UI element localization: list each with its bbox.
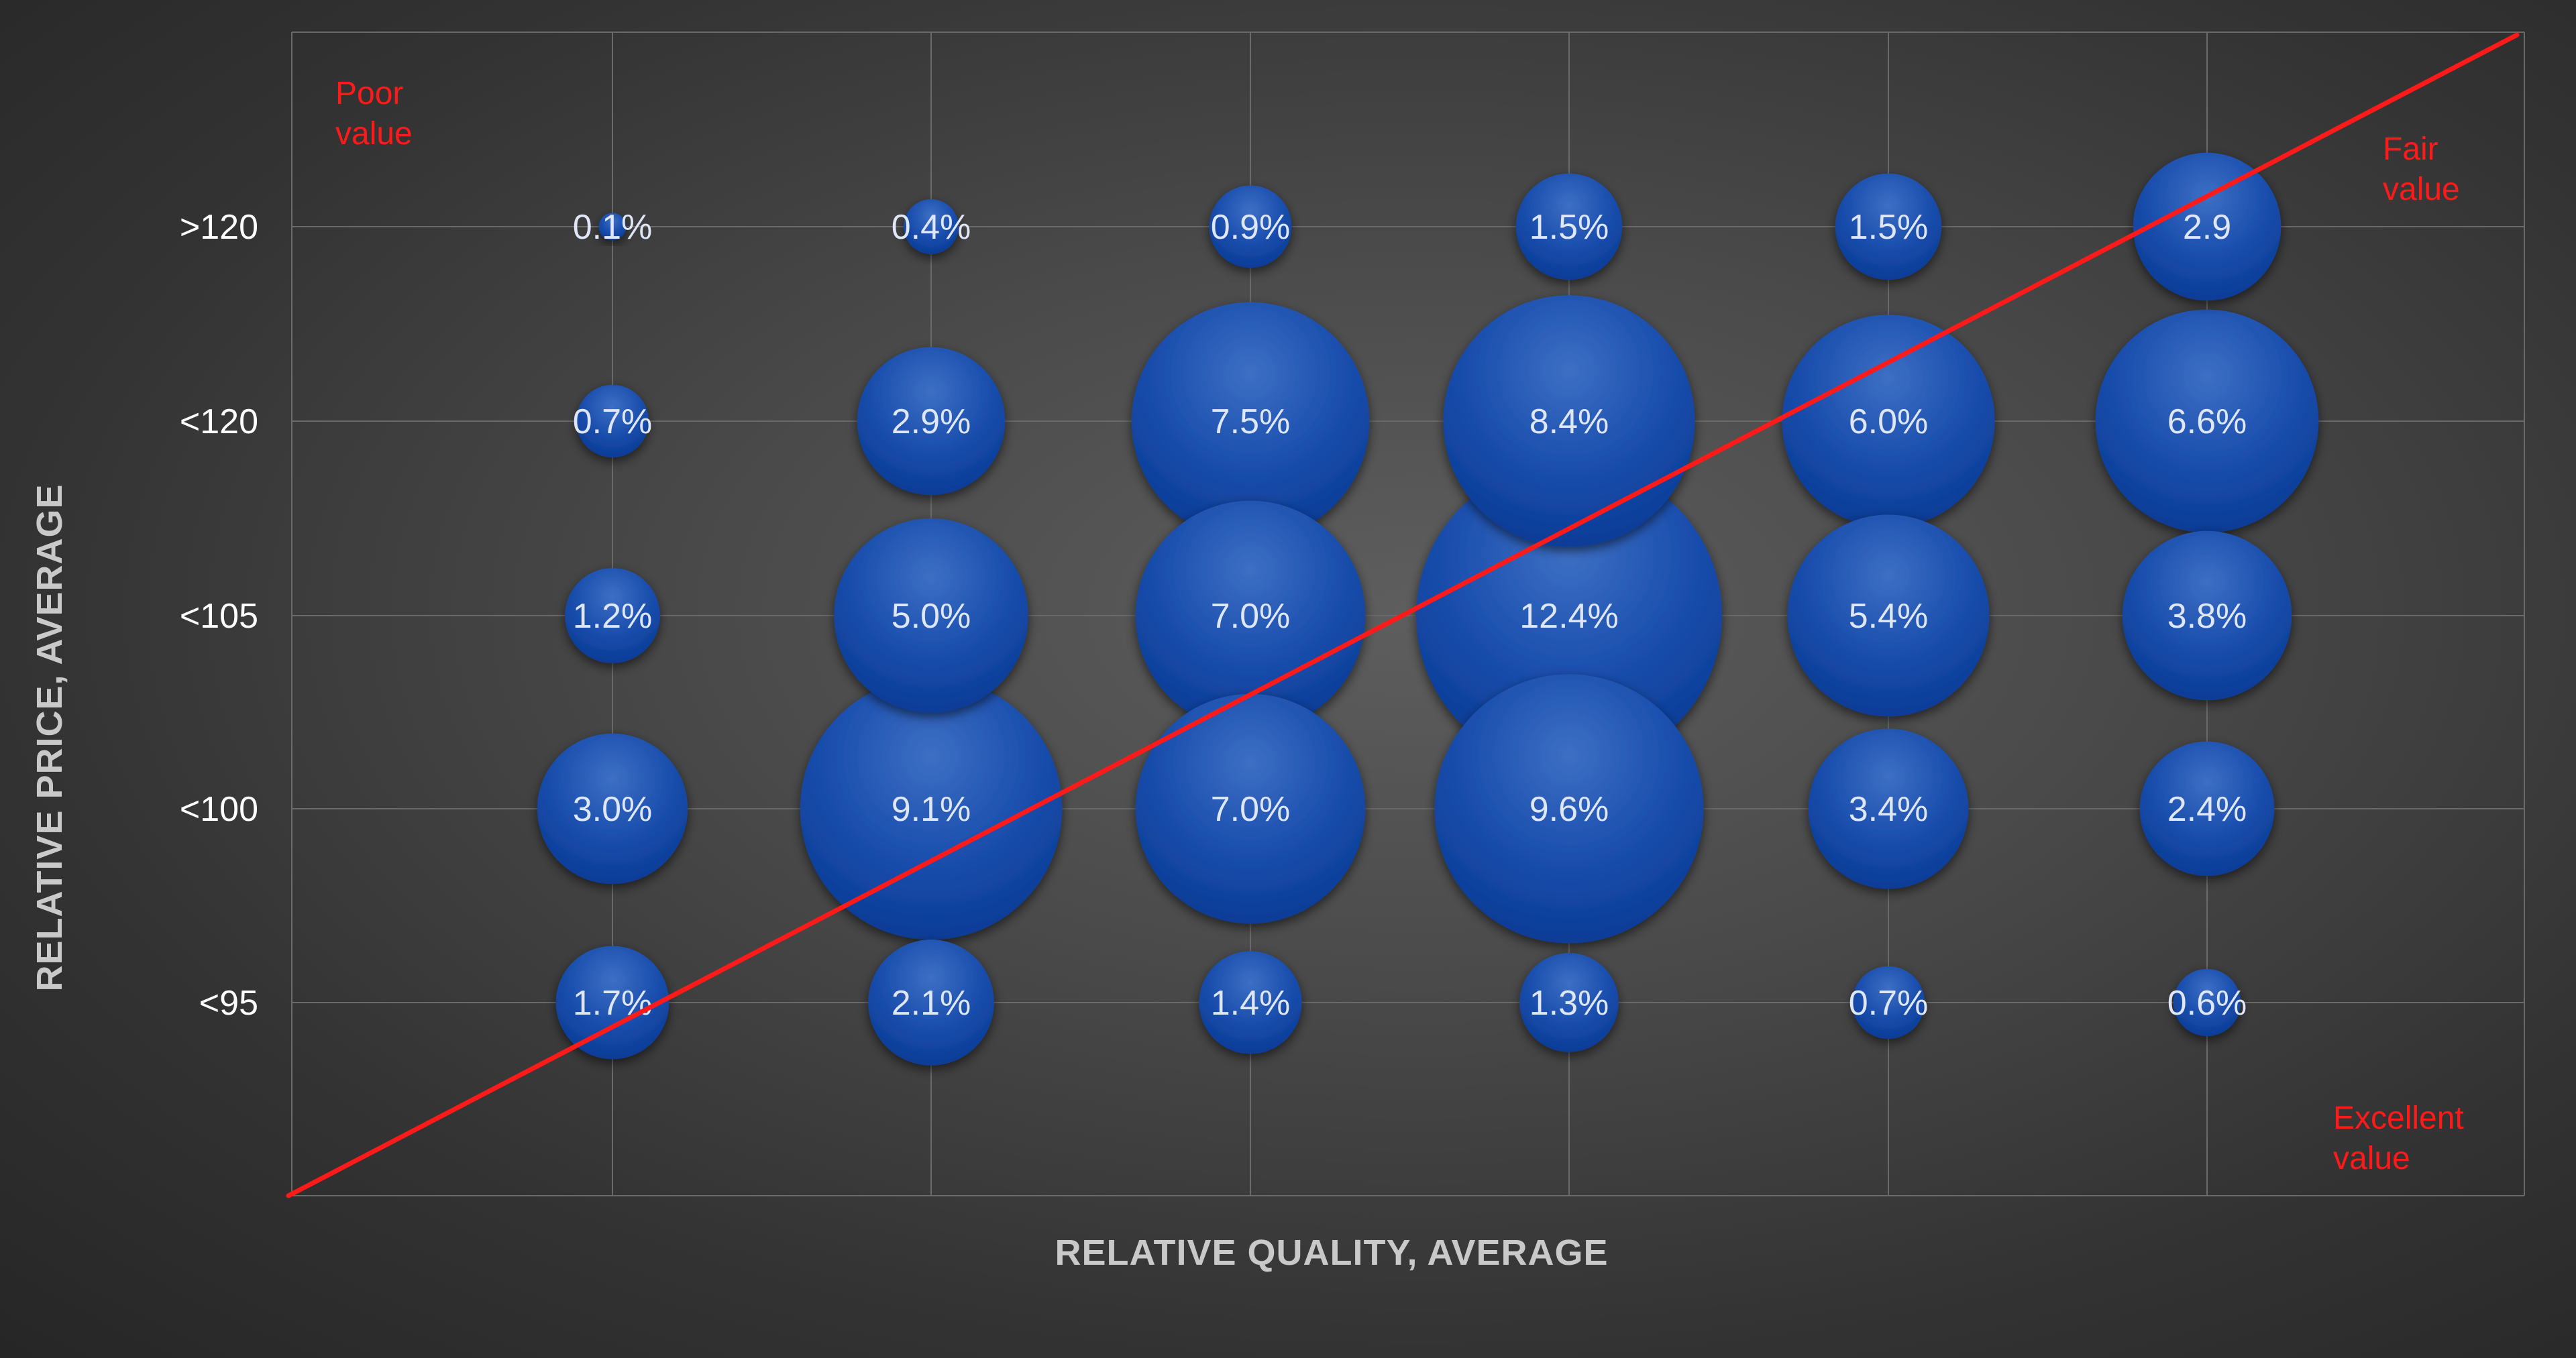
bubble-data-label: 2.4%: [2167, 790, 2247, 829]
y-tick-label: <100: [180, 790, 258, 829]
bubble-data-label: 0.4%: [892, 208, 971, 247]
annotation-text: Poor: [335, 76, 403, 111]
bubble-data-label: 0.7%: [1849, 984, 1929, 1023]
bubble: [834, 518, 1028, 713]
bubble-data-label: 5.0%: [892, 597, 971, 636]
bubble-data-label: 0.1%: [573, 208, 653, 247]
x-axis-title: RELATIVE QUALITY, AVERAGE: [1055, 1233, 1608, 1273]
bubble: [800, 677, 1063, 940]
bubble: [2122, 530, 2292, 701]
bubble: [1434, 674, 1704, 944]
bubble-data-label: 1.5%: [1849, 208, 1929, 247]
fair-value-line: [286, 32, 2520, 1198]
bubble-data-label: 0.6%: [2167, 984, 2247, 1023]
bubble: [565, 568, 660, 663]
bubble: [868, 940, 994, 1066]
bubble-data-label: 9.1%: [892, 790, 971, 829]
bubble-data-label: 3.4%: [1849, 790, 1929, 829]
bubble: [1515, 173, 1623, 280]
bubble: [1131, 302, 1370, 541]
bubble: [537, 733, 688, 885]
y-tick-label: <95: [199, 984, 258, 1023]
bubble-data-label: 7.5%: [1211, 402, 1291, 441]
bubble: [576, 384, 649, 458]
y-tick-labels: <95 <100 <105 <120 >120: [180, 208, 258, 1023]
y-tick-label: <120: [180, 402, 258, 441]
bubble: [598, 213, 627, 241]
bubble: [904, 199, 959, 254]
fair-value-line-group: [286, 32, 2520, 1198]
y-tick-label: >120: [180, 208, 258, 247]
bubble-data-label: 6.6%: [2167, 402, 2247, 441]
bubble: [1808, 728, 1969, 889]
bubble: [1851, 966, 1925, 1039]
bubbles: 0.1% 0.4% 0.9% 1.5% 1.5% 2.9 0.7% 2.9% 7.5% 8.4% 6…: [537, 152, 2319, 1066]
bubble-data-label: 3.0%: [573, 790, 653, 829]
bubble: [1135, 500, 1366, 731]
bubble-data-label: 8.4%: [1529, 402, 1609, 441]
bubble-data-label: 3.8%: [2167, 597, 2247, 636]
annotation-text: Fair: [2383, 131, 2438, 167]
bubble-data-label: 1.4%: [1211, 984, 1291, 1023]
bubble: [1519, 953, 1619, 1052]
bubble-data-label: 9.6%: [1529, 790, 1609, 829]
bubble: [1835, 173, 1942, 280]
bubble: [2133, 152, 2282, 301]
annotation-text: value: [2383, 172, 2460, 207]
bubble: [1782, 315, 1995, 528]
bubble: [2095, 309, 2319, 533]
bubble: [1209, 185, 1292, 268]
bubble-data-label: 0.9%: [1211, 208, 1291, 247]
bubble-data-label: 6.0%: [1849, 402, 1929, 441]
bubble: [2173, 968, 2241, 1037]
bubble-data-label: 7.0%: [1211, 597, 1291, 636]
bubble: [1199, 951, 1302, 1054]
bubble-data-label: 1.2%: [573, 597, 653, 636]
bubble-data-label: 1.3%: [1529, 984, 1609, 1023]
bubble: [857, 347, 1006, 496]
annotation-text: Excellent: [2333, 1100, 2464, 1136]
bubble-data-label: 2.9: [2183, 208, 2231, 247]
bubble-data-label: 12.4%: [1519, 597, 1618, 636]
bubble-data-label: 1.7%: [573, 984, 653, 1023]
y-axis-title: RELATIVE PRICE, AVERAGE: [30, 484, 70, 991]
bubble: [1787, 514, 1990, 717]
annotation-text: value: [335, 116, 413, 152]
bubble: [1135, 693, 1366, 924]
bubble: [1416, 463, 1722, 769]
bubble-data-label: 7.0%: [1211, 790, 1291, 829]
bubble-data-label: 2.9%: [892, 402, 971, 441]
bubble-data-label: 0.7%: [573, 402, 653, 441]
bubble: [1443, 295, 1695, 547]
bubble: [2139, 741, 2275, 876]
annotation-text: value: [2333, 1141, 2410, 1176]
bubble-data-label: 2.1%: [892, 984, 971, 1023]
y-tick-label: <105: [180, 597, 258, 636]
annotations: Poor value Fair value Excellent value: [335, 76, 2464, 1176]
bubble-data-label: 5.4%: [1849, 597, 1929, 636]
bubble-data-label: 1.5%: [1529, 208, 1609, 247]
bubble: [555, 946, 669, 1060]
